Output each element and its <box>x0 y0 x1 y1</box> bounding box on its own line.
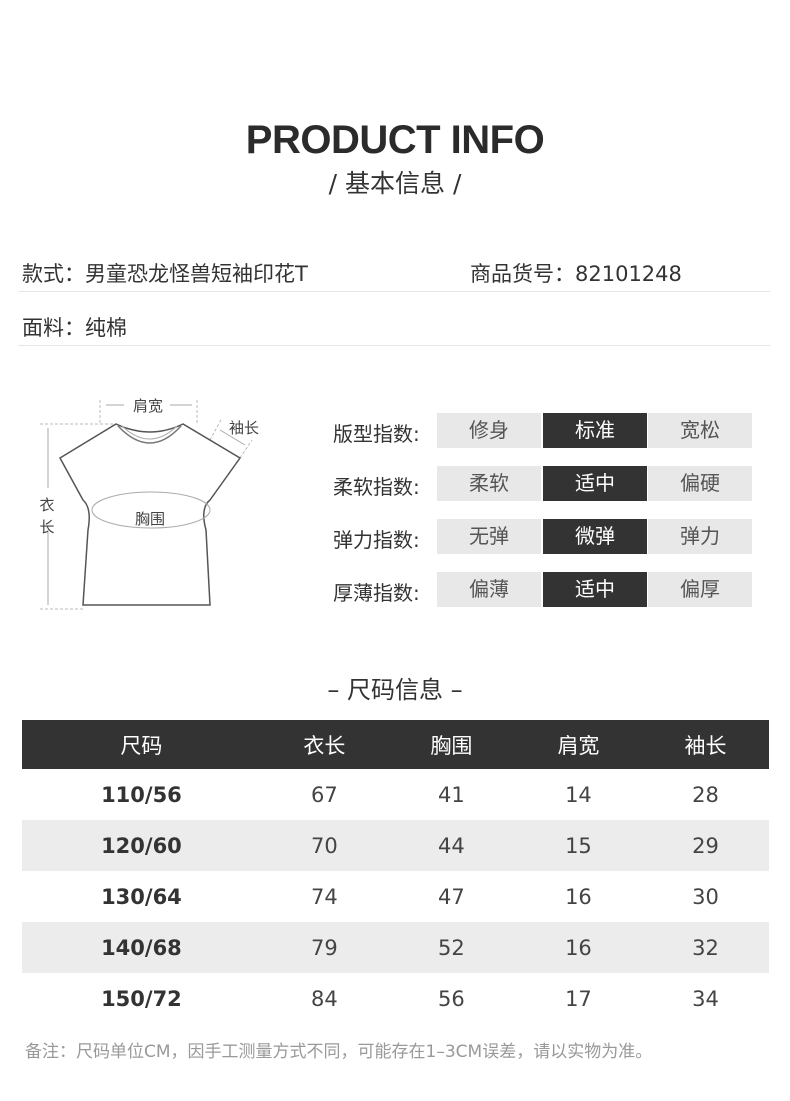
fabric-info: 面料：纯棉 <box>22 312 127 342</box>
index-option-selected: 标准 <box>543 413 647 448</box>
index-option: 修身 <box>437 413 541 448</box>
table-cell: 150/72 <box>101 986 182 1011</box>
table-cell: 32 <box>641 922 769 973</box>
table-cell: 74 <box>311 884 338 909</box>
table-cell: 70 <box>260 820 388 871</box>
chest-label: 胸围 <box>135 510 165 528</box>
index-option: 偏硬 <box>648 466 752 501</box>
table-cell: 15 <box>514 820 642 871</box>
index-option-selected: 适中 <box>543 572 647 607</box>
table-cell: 79 <box>260 922 388 973</box>
style-label: 款式： <box>22 262 85 286</box>
table-cell: 120/60 <box>22 820 261 871</box>
size-table: 尺码 衣长 胸围 肩宽 袖长 110/56 67 41 14 28 120/60 70 44 15 29 1… <box>22 720 769 1024</box>
table-cell: 34 <box>692 986 719 1011</box>
table-cell: 16 <box>565 884 592 909</box>
table-header-row: 尺码 衣长 胸围 肩宽 袖长 <box>22 720 769 769</box>
divider <box>18 291 770 292</box>
table-cell: 67 <box>311 782 338 807</box>
tshirt-diagram: 肩宽 袖长 衣 长 胸围 <box>39 397 259 610</box>
index-label: 柔软指数: <box>333 475 420 499</box>
table-cell: 47 <box>438 884 465 909</box>
index-option: 偏厚 <box>648 572 752 607</box>
column-header: 尺码 <box>22 720 261 769</box>
index-label: 弹力指数: <box>333 528 420 552</box>
table-cell: 14 <box>565 782 592 807</box>
table-cell: 130/64 <box>101 884 182 909</box>
table-row: 110/56 67 41 14 28 <box>22 769 769 820</box>
index-option: 偏薄 <box>437 572 541 607</box>
divider <box>18 345 770 346</box>
page-subtitle: / 基本信息 / <box>328 169 462 198</box>
table-cell: 29 <box>641 820 769 871</box>
table-cell: 28 <box>692 782 719 807</box>
table-cell: 140/68 <box>22 922 261 973</box>
index-option-selected: 微弹 <box>543 519 647 554</box>
page-title: PRODUCT INFO <box>245 118 545 162</box>
index-label: 厚薄指数: <box>333 581 420 605</box>
size-info-title: – 尺码信息 – <box>327 676 463 704</box>
index-option: 弹力 <box>648 519 752 554</box>
index-label: 版型指数: <box>333 422 420 446</box>
table-row: 130/64 74 47 16 30 <box>22 871 769 922</box>
table-cell: 41 <box>438 782 465 807</box>
table-row: 150/72 84 56 17 34 <box>22 973 769 1024</box>
table-row: 120/60 70 44 15 29 <box>22 820 769 871</box>
table-row: 140/68 79 52 16 32 <box>22 922 769 973</box>
fabric-value: 纯棉 <box>85 316 127 340</box>
column-header: 衣长 <box>260 720 388 769</box>
column-header: 肩宽 <box>514 720 642 769</box>
shoulder-label: 肩宽 <box>133 397 163 415</box>
table-cell: 110/56 <box>101 782 182 807</box>
table-cell: 17 <box>565 986 592 1011</box>
style-value: 男童恐龙怪兽短袖印花T <box>85 262 308 286</box>
column-header: 袖长 <box>641 720 769 769</box>
length-label-2: 长 <box>39 518 54 536</box>
table-cell: 52 <box>387 922 515 973</box>
note: 备注：尺码单位CM，因手工测量方式不同，可能存在1–3CM误差，请以实物为准。 <box>25 1042 653 1062</box>
index-option: 柔软 <box>437 466 541 501</box>
length-label-1: 衣 <box>39 496 54 514</box>
sku-value: 82101248 <box>575 262 682 286</box>
index-option: 宽松 <box>648 413 752 448</box>
sku-label: 商品货号： <box>470 262 575 286</box>
column-header: 胸围 <box>387 720 515 769</box>
index-option: 无弹 <box>437 519 541 554</box>
style-info: 款式：男童恐龙怪兽短袖印花T <box>22 258 308 288</box>
table-cell: 30 <box>692 884 719 909</box>
table-cell: 84 <box>311 986 338 1011</box>
sku-info: 商品货号：82101248 <box>470 258 682 288</box>
table-cell: 56 <box>438 986 465 1011</box>
sleeve-label: 袖长 <box>229 419 259 437</box>
table-cell: 16 <box>514 922 642 973</box>
table-cell: 44 <box>387 820 515 871</box>
fabric-label: 面料： <box>22 316 85 340</box>
index-option-selected: 适中 <box>543 466 647 501</box>
